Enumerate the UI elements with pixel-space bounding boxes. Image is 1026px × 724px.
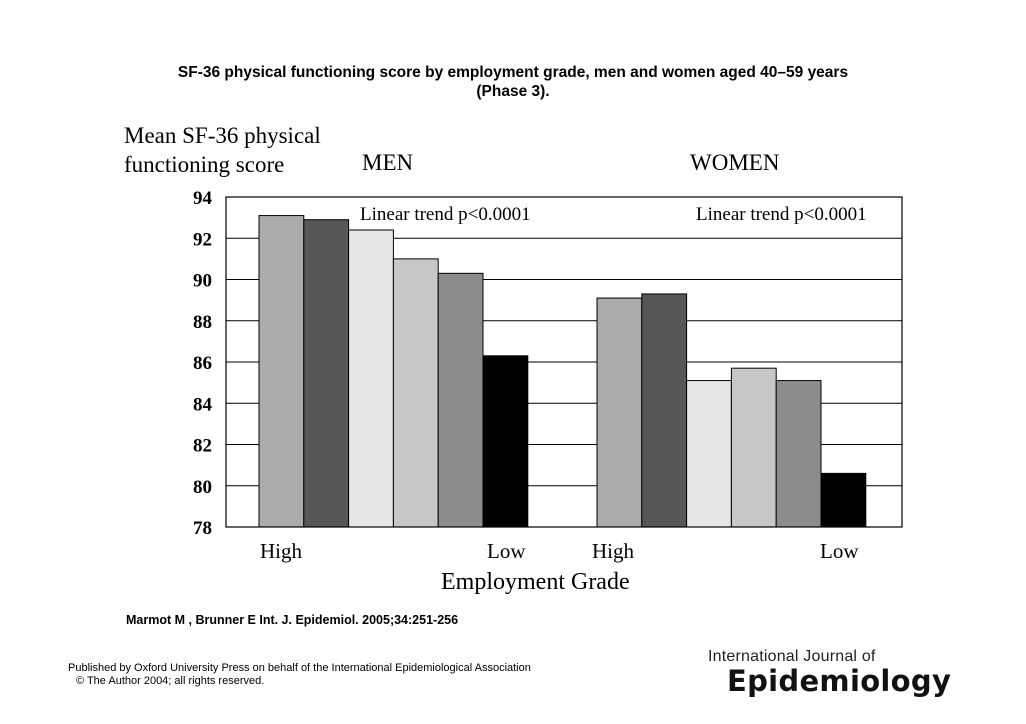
chart-title-line2: (Phase 3). (476, 83, 550, 100)
bar-women-grade-2 (641, 293, 688, 528)
trend-annotation-men: Linear trend p<0.0001 (360, 204, 531, 225)
x-label-men-low: Low (487, 539, 526, 563)
group-label-men: MEN (362, 150, 414, 175)
journal-logo-big: Epidemiology (727, 664, 952, 698)
y-tick-label: 78 (193, 518, 212, 539)
x-axis-label: Employment Grade (441, 569, 630, 595)
bar-men-grade-4 (392, 258, 439, 528)
y-tick-labels: 94 92 90 88 86 84 82 80 78 (193, 188, 213, 539)
x-label-men-high: High (260, 539, 303, 563)
y-axis-label-line2: functioning score (124, 152, 284, 177)
bars (258, 215, 867, 528)
group-label-women: WOMEN (690, 150, 780, 175)
y-tick-label: 94 (193, 188, 213, 209)
trend-annotation-women: Linear trend p<0.0001 (696, 204, 867, 225)
y-tick-label: 82 (193, 436, 212, 457)
publisher-note: Published by Oxford University Press on … (68, 662, 531, 688)
bar-women-grade-5 (775, 380, 822, 528)
bar-women-grade-6 (820, 472, 867, 528)
y-tick-label: 80 (193, 477, 212, 498)
chart-title-line1: SF-36 physical functioning score by empl… (177, 64, 849, 81)
bar-women-grade-3 (686, 380, 732, 528)
plot-frame (225, 196, 903, 528)
y-tick-label: 86 (193, 353, 212, 374)
publisher-line2: © The Author 2004; all rights reserved. (76, 675, 265, 687)
bar-women-grade-1 (596, 297, 643, 528)
bar-men-grade-1 (258, 215, 305, 528)
y-tick-label: 84 (193, 394, 213, 415)
x-label-women-low: Low (820, 539, 859, 563)
bar-women-grade-4 (730, 367, 777, 528)
bar-men-grade-3 (348, 229, 394, 528)
publisher-line1: Published by Oxford University Press on … (68, 662, 531, 674)
y-tick-label: 92 (193, 229, 212, 250)
bar-men-grade-2 (303, 219, 350, 528)
citation: Marmot M , Brunner E Int. J. Epidemiol. … (126, 613, 459, 627)
bar-men-grade-5 (437, 272, 484, 528)
y-tick-label: 90 (193, 271, 212, 292)
bar-men-grade-6 (482, 355, 529, 528)
y-tick-label: 88 (193, 312, 212, 333)
y-axis-label-line1: Mean SF-36 physical (124, 123, 321, 148)
journal-logo-small: International Journal of (708, 648, 876, 665)
x-label-women-high: High (592, 539, 635, 563)
